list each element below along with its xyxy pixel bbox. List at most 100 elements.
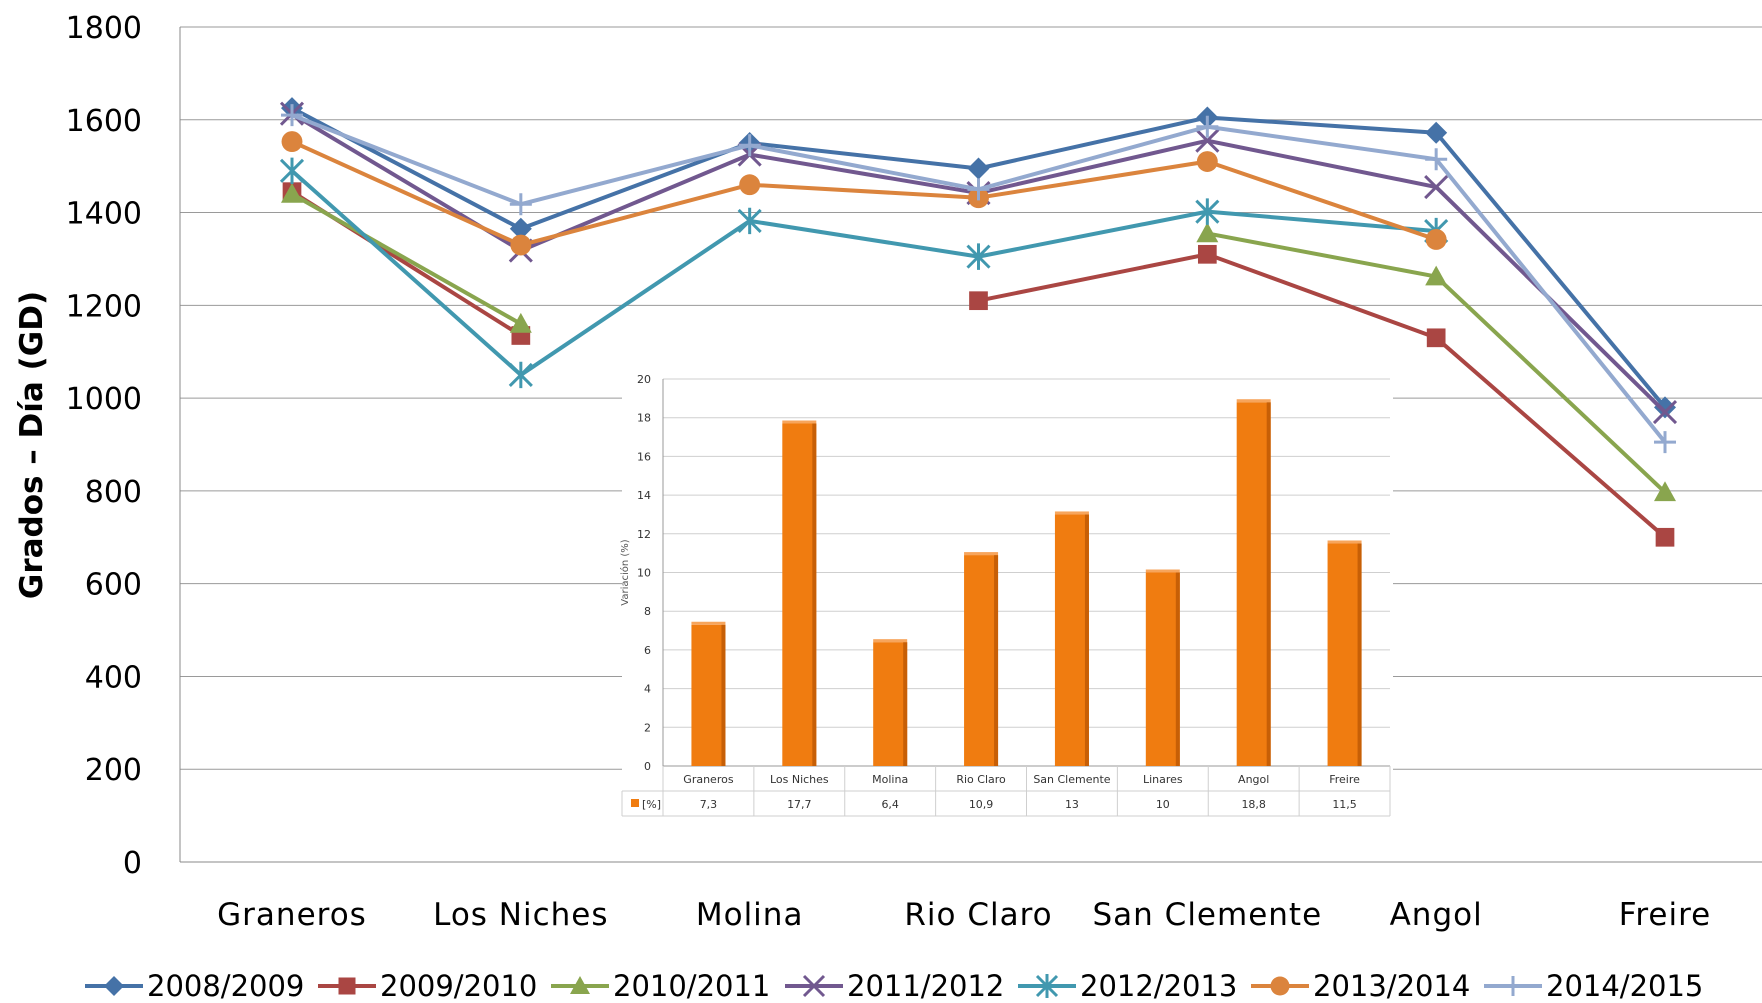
- data-point: [1425, 265, 1448, 286]
- y-tick-label: 800: [85, 475, 142, 510]
- data-point: [1426, 328, 1446, 348]
- inset-bar: [782, 423, 817, 766]
- data-point: [509, 193, 532, 216]
- y-tick-label: 200: [85, 753, 142, 788]
- data-point: [967, 178, 990, 201]
- inset-y-tick-label: 20: [637, 373, 651, 386]
- series-2014-2015: [281, 104, 1676, 454]
- inset-bar-shade: [812, 423, 817, 766]
- data-point: [1195, 128, 1220, 153]
- data-point: [1654, 481, 1676, 502]
- data-point: [509, 312, 532, 333]
- inset-y-tick-label: 18: [637, 412, 651, 425]
- series-line: [978, 252, 1667, 539]
- legend-label: 2012/2013: [1080, 969, 1237, 1003]
- legend-item: 2014/2015: [1484, 969, 1703, 1003]
- data-point: [1425, 121, 1448, 144]
- inset-bar-top: [1145, 569, 1180, 573]
- inset-y-tick-label: 12: [637, 528, 651, 541]
- data-point: [1195, 198, 1220, 225]
- data-point: [510, 234, 532, 256]
- legend-item: 2009/2010: [318, 969, 537, 1003]
- y-tick-label: 0: [123, 846, 142, 881]
- legend-item: 2008/2009: [85, 969, 304, 1003]
- data-point: [1035, 974, 1059, 998]
- series-line: [291, 139, 1437, 248]
- data-point: [281, 131, 303, 153]
- inset-x-tick-label: Graneros: [683, 773, 734, 786]
- data-point: [509, 217, 532, 240]
- inset-bar-shade: [1175, 572, 1180, 766]
- data-point: [279, 157, 305, 185]
- data-point: [969, 291, 988, 311]
- x-tick-label: Rio Claro: [904, 897, 1052, 933]
- inset-bar-top: [691, 621, 726, 625]
- inset-y-tick-label: 6: [644, 644, 651, 657]
- inset-bar-chart: 0 2 4 6 8 10 12 14 16 18 20 Variación (%) Graneros 7,…: [619, 372, 1393, 819]
- inset-x-tick-label: Los Niches: [770, 773, 829, 786]
- data-point: [281, 104, 303, 127]
- y-axis-label: Grados – Día (GD): [14, 291, 50, 599]
- inset-bar-top: [1236, 399, 1271, 403]
- legend-label: 2010/2011: [613, 969, 770, 1003]
- inset-y-tick-label: 14: [637, 489, 651, 502]
- x-tick-label: San Clemente: [1093, 897, 1323, 933]
- legend-label: 2011/2012: [847, 969, 1004, 1003]
- x-tick-label: Molina: [696, 897, 804, 933]
- inset-bar-top: [1327, 540, 1362, 544]
- inset-bar-shade: [1357, 543, 1362, 766]
- main-y-axis: 0 200 400 600 800 1000 1200 1400 1600 1800: [66, 11, 142, 881]
- y-tick-label: 400: [85, 660, 142, 695]
- data-point: [104, 976, 124, 996]
- data-point: [338, 977, 356, 995]
- data-point: [1425, 229, 1447, 250]
- x-tick-label: Freire: [1619, 897, 1711, 933]
- series-line: [291, 192, 522, 326]
- x-tick-label: Graneros: [217, 897, 367, 933]
- inset-bar: [873, 642, 908, 766]
- legend-item: 2013/2014: [1251, 969, 1470, 1003]
- legend-item: 2012/2013: [1018, 969, 1237, 1003]
- data-point: [802, 974, 826, 998]
- inset-value-label: 17,7: [787, 798, 812, 811]
- data-point: [508, 361, 533, 389]
- series-line: [290, 169, 1437, 377]
- inset-legend-swatch: [631, 799, 639, 807]
- data-point: [1503, 976, 1523, 996]
- data-point: [1654, 396, 1676, 419]
- inset-legend-label: [%]: [642, 798, 661, 811]
- y-tick-label: 600: [85, 568, 142, 603]
- inset-x-tick-label: Freire: [1329, 773, 1360, 786]
- data-point: [1652, 399, 1678, 425]
- legend-label: 2014/2015: [1546, 969, 1703, 1003]
- data-point: [1424, 174, 1449, 200]
- inset-bar-shade: [903, 642, 908, 766]
- inset-x-tick-label: Linares: [1143, 773, 1183, 786]
- inset-bar: [1054, 514, 1089, 766]
- data-point: [1197, 244, 1217, 264]
- inset-background: [622, 372, 1393, 819]
- inset-y-tick-label: 8: [644, 605, 651, 618]
- inset-y-tick-label: 10: [637, 567, 651, 580]
- x-tick-label: Los Niches: [433, 897, 608, 933]
- inset-x-tick-label: Angol: [1238, 773, 1269, 786]
- series-2013-2014: [281, 131, 1447, 256]
- inset-value-label: 10: [1156, 798, 1170, 811]
- inset-bar-top: [1054, 511, 1089, 515]
- data-point: [1196, 115, 1219, 138]
- data-point: [1196, 151, 1218, 172]
- inset-x-tick-label: San Clemente: [1033, 773, 1110, 786]
- inset-bar: [1145, 572, 1180, 766]
- inset-y-tick-label: 16: [637, 450, 651, 463]
- y-tick-label: 1200: [66, 289, 142, 324]
- y-tick-label: 1600: [66, 104, 142, 139]
- data-point: [1270, 976, 1290, 996]
- inset-bar-shade: [994, 555, 999, 766]
- y-tick-label: 1800: [66, 11, 142, 46]
- inset-bar-top: [964, 552, 999, 556]
- y-tick-label: 1400: [66, 197, 142, 232]
- main-x-axis: Graneros Los Niches Molina Rio Claro San Cle…: [217, 897, 1711, 933]
- data-point: [1654, 431, 1676, 454]
- inset-value-label: 18,8: [1241, 798, 1266, 811]
